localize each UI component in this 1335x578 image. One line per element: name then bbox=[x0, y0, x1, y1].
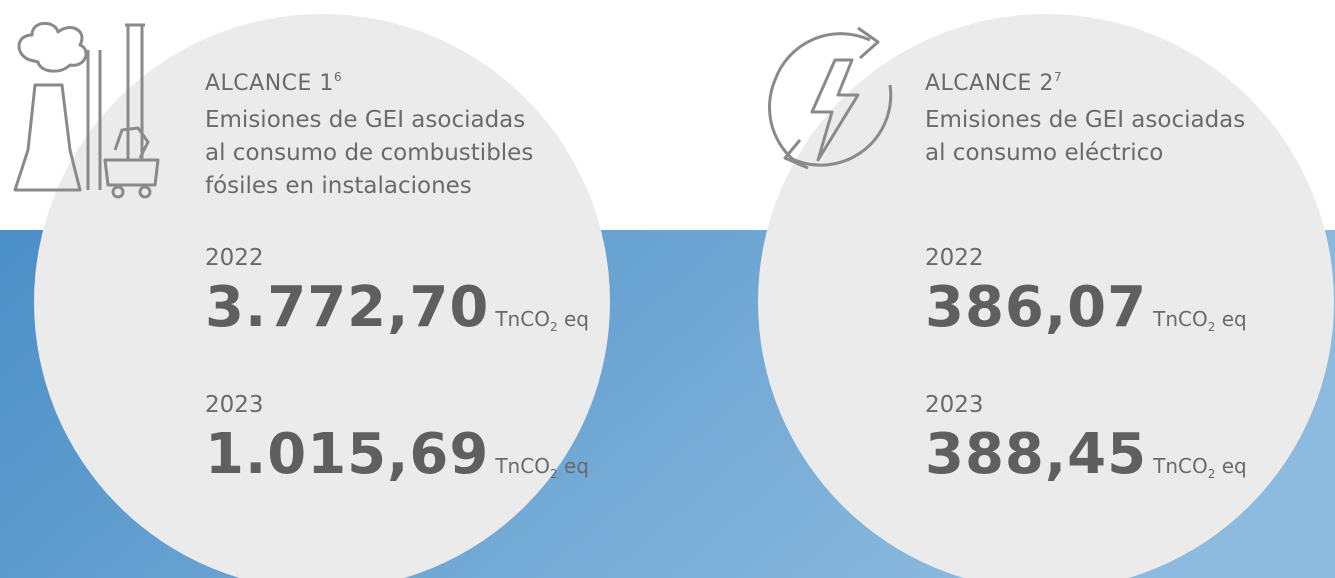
unit-base: TnCO bbox=[495, 307, 550, 331]
unit-sub: 2 bbox=[549, 320, 558, 334]
description: Emisiones de GEI asociadas al consumo de … bbox=[205, 104, 533, 203]
year: 2023 bbox=[925, 392, 984, 418]
electricity-icon bbox=[767, 26, 893, 170]
circle bbox=[758, 14, 1334, 578]
description-line: Emisiones de GEI asociadas bbox=[925, 107, 1246, 133]
unit-sub: 2 bbox=[1207, 467, 1216, 481]
footnote-ref: 6 bbox=[333, 70, 343, 84]
description-line: al consumo eléctrico bbox=[925, 140, 1164, 166]
unit-base: TnCO bbox=[1153, 454, 1208, 478]
emission-value: 1.015,69 TnCO2 eq bbox=[205, 422, 589, 487]
unit-sub: 2 bbox=[549, 467, 558, 481]
description: Emisiones de GEI asociadas al consumo elé… bbox=[925, 104, 1245, 170]
title-text: ALCANCE 2 bbox=[925, 71, 1054, 96]
unit-sub: 2 bbox=[1207, 320, 1216, 334]
factory-icon bbox=[13, 21, 160, 199]
unit: TnCO2 eq bbox=[495, 307, 589, 334]
description-line: fósiles en instalaciones bbox=[205, 173, 472, 199]
circle bbox=[34, 14, 610, 578]
unit-suffix: eq bbox=[1221, 307, 1247, 331]
unit: TnCO2 eq bbox=[1153, 454, 1247, 481]
unit-suffix: eq bbox=[1221, 454, 1247, 478]
unit-suffix: eq bbox=[563, 307, 589, 331]
footnote-ref: 7 bbox=[1053, 70, 1063, 84]
scope-title: ALCANCE 27 bbox=[925, 70, 1062, 96]
value: 1.015,69 bbox=[205, 422, 490, 487]
emission-value: 388,45 TnCO2 eq bbox=[925, 422, 1247, 487]
scope-title: ALCANCE 16 bbox=[205, 70, 342, 96]
value: 386,07 bbox=[925, 275, 1148, 340]
emission-value: 3.772,70 TnCO2 eq bbox=[205, 275, 589, 340]
year: 2022 bbox=[205, 245, 264, 271]
unit: TnCO2 eq bbox=[495, 454, 589, 481]
year: 2022 bbox=[925, 245, 984, 271]
year: 2023 bbox=[205, 392, 264, 418]
emission-value: 386,07 TnCO2 eq bbox=[925, 275, 1247, 340]
title-text: ALCANCE 1 bbox=[205, 71, 334, 96]
unit-base: TnCO bbox=[495, 454, 550, 478]
value: 3.772,70 bbox=[205, 275, 490, 340]
description-line: Emisiones de GEI asociadas bbox=[205, 107, 526, 133]
value: 388,45 bbox=[925, 422, 1148, 487]
unit-suffix: eq bbox=[563, 454, 589, 478]
unit-base: TnCO bbox=[1153, 307, 1208, 331]
unit: TnCO2 eq bbox=[1153, 307, 1247, 334]
description-line: al consumo de combustibles bbox=[205, 140, 534, 166]
